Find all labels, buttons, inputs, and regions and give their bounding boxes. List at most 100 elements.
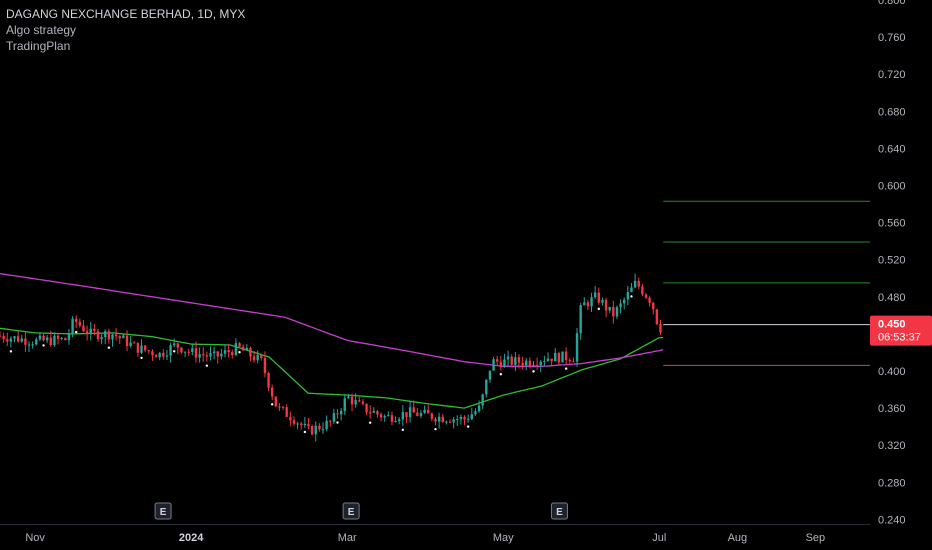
candle-body <box>390 415 394 422</box>
candle-body <box>303 423 307 426</box>
candle-body <box>13 336 16 339</box>
candle-body <box>31 344 34 346</box>
candle-body <box>383 415 386 418</box>
legend-title[interactable]: DAGANG NEXCHANGE BERHAD, 1D, MYX <box>6 7 246 21</box>
candle-body <box>238 343 241 347</box>
candle-body <box>260 354 263 358</box>
y-tick-label: 0.720 <box>878 69 906 81</box>
candle-body <box>633 280 637 288</box>
signal-dot <box>597 307 601 311</box>
signal-dot <box>532 370 535 373</box>
candle-body <box>579 305 582 334</box>
candle-body <box>249 347 252 357</box>
candle-body <box>339 410 343 415</box>
candle-body <box>234 343 238 356</box>
svg-text:E: E <box>556 507 563 518</box>
y-tick-label: 0.520 <box>878 255 906 267</box>
candle-body <box>336 413 339 415</box>
candle-body <box>557 352 561 363</box>
candle-body <box>550 358 553 362</box>
candle-body <box>285 407 288 417</box>
candle-body <box>176 343 180 348</box>
x-tick-label: May <box>493 532 514 544</box>
candle-body <box>612 306 615 317</box>
candle-body <box>365 403 368 413</box>
candle-body <box>597 292 601 303</box>
candle-body <box>289 416 292 421</box>
candle-body <box>510 356 513 365</box>
earnings-marker[interactable]: E <box>342 502 360 520</box>
candle-body <box>27 344 31 346</box>
candle-body <box>278 406 281 408</box>
signal-dot <box>9 350 13 353</box>
candle-body <box>437 416 441 422</box>
candle-body <box>104 331 107 338</box>
candle-body <box>463 417 466 420</box>
candle-body <box>376 411 379 415</box>
candle-body <box>648 297 651 303</box>
candle-body <box>53 335 56 346</box>
y-tick-label: 0.400 <box>878 366 906 378</box>
y-tick-label: 0.360 <box>878 403 906 415</box>
candle-body <box>379 414 383 418</box>
candle-body <box>143 345 147 351</box>
candle-body <box>590 297 593 307</box>
x-tick-label: Nov <box>25 532 45 544</box>
candle-body <box>24 338 27 345</box>
candle-body <box>96 331 100 340</box>
earnings-marker[interactable]: E <box>154 502 172 520</box>
time-axis[interactable]: Nov 2024 Mar May Jul Aug Sep <box>25 532 825 544</box>
candle-body <box>619 303 622 308</box>
price-axis[interactable]: 0.800 0.760 0.720 0.680 0.640 0.600 0.560 0.520… <box>878 0 906 526</box>
candle-body <box>118 336 121 339</box>
candle-body <box>575 333 579 362</box>
signal-dot <box>205 364 209 367</box>
ma_slow-line <box>0 272 664 367</box>
signal-dot <box>336 421 339 424</box>
candle-body <box>358 400 361 402</box>
candle-body <box>372 411 376 413</box>
candle-body <box>506 356 510 360</box>
candle-body <box>310 426 314 435</box>
candle-body <box>202 354 205 356</box>
candle-body <box>525 360 528 366</box>
candle-body <box>216 351 219 357</box>
candle-body <box>655 309 659 325</box>
candle-body <box>6 339 9 342</box>
candles <box>0 273 662 442</box>
candle-body <box>20 338 23 342</box>
signal-dot <box>401 428 405 432</box>
candle-body <box>2 335 5 340</box>
candle-body <box>172 343 176 346</box>
candle-body <box>60 338 63 340</box>
signal-markers <box>9 295 633 434</box>
candle-body <box>162 352 165 357</box>
candle-body <box>191 348 194 352</box>
candle-body <box>539 361 542 366</box>
candle-body <box>209 353 212 357</box>
candle-body <box>452 419 455 423</box>
y-tick-label: 0.680 <box>878 106 906 118</box>
legend-indicator-algo[interactable]: Algo strategy <box>6 23 77 37</box>
candle-body <box>503 359 506 368</box>
candle-body <box>332 413 336 422</box>
candle-body <box>568 360 571 362</box>
candle-body <box>517 357 521 363</box>
candle-body <box>604 300 608 311</box>
candle-body <box>347 396 350 399</box>
candle-body <box>133 342 136 344</box>
candle-body <box>535 364 539 366</box>
candle-body <box>644 294 648 298</box>
earnings-marker[interactable]: E <box>550 502 568 520</box>
legend-indicator-plan[interactable]: TradingPlan <box>6 39 71 53</box>
candle-body <box>615 307 619 317</box>
candle-body <box>194 348 198 358</box>
candle-body <box>321 429 325 431</box>
candle-body <box>564 351 568 361</box>
signal-dot <box>564 367 568 370</box>
chart-legend: DAGANG NEXCHANGE BERHAD, 1D, MYX Algo st… <box>6 6 245 54</box>
price-label-countdown: 06:53:37 <box>878 332 921 344</box>
signal-dot <box>499 373 503 376</box>
